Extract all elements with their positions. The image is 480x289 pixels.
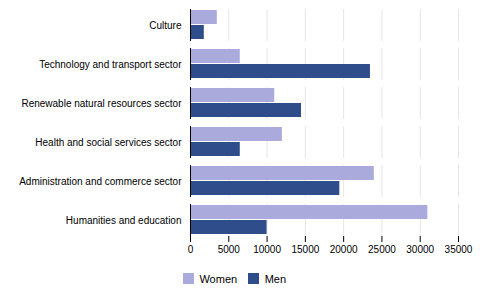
svg-text:25000: 25000 [368,244,396,255]
svg-text:35000: 35000 [445,244,473,255]
svg-text:30000: 30000 [406,244,434,255]
svg-text:5000: 5000 [218,244,241,255]
svg-text:Culture: Culture [149,20,182,31]
svg-text:20000: 20000 [330,244,358,255]
svg-text:Renewable natural resources se: Renewable natural resources sector [21,98,182,109]
svg-text:0: 0 [188,244,194,255]
svg-text:Humanities and education: Humanities and education [66,215,182,226]
html-text:Women: Women [199,272,238,285]
svg-text:Technology and transport secto: Technology and transport sector [39,59,182,70]
svg-text:10000: 10000 [253,244,281,255]
html-text:Men: Men [264,272,286,285]
svg-text:Health and social services sec: Health and social services sector [35,137,182,148]
svg-text:Administration and commerce se: Administration and commerce sector [19,176,182,187]
svg-text:15000: 15000 [291,244,319,255]
